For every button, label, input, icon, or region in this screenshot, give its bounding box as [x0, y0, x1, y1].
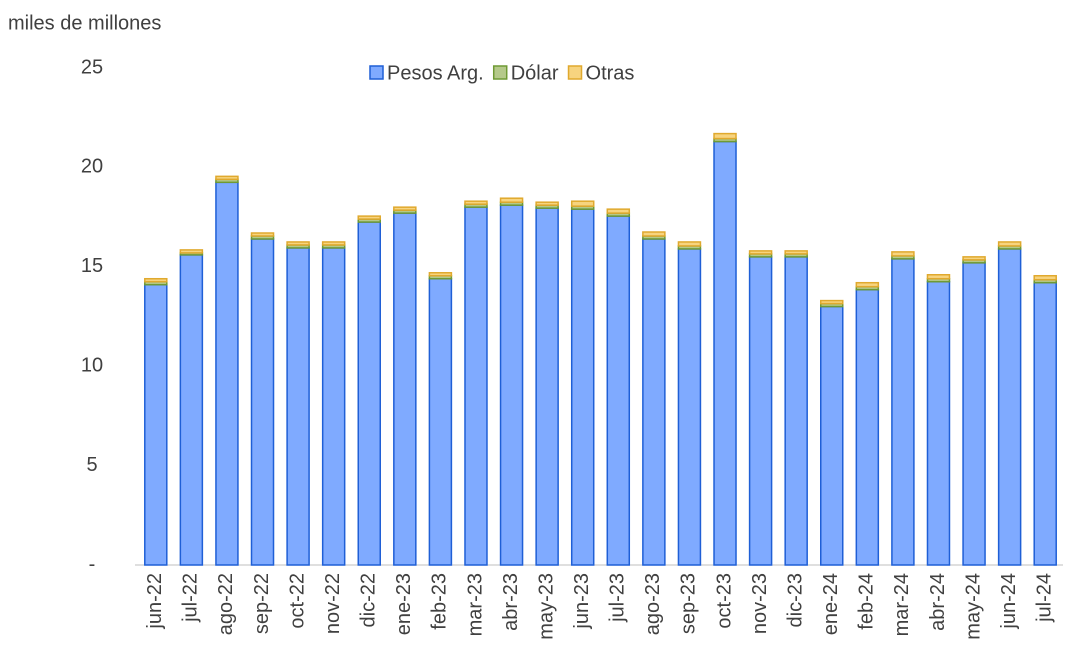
bar-segment	[677, 248, 702, 566]
x-tick-label: jul-22	[180, 573, 202, 623]
bar-segment	[179, 249, 204, 254]
y-tick-label: 5	[86, 454, 97, 476]
x-tick-label: may-23	[535, 573, 557, 640]
y-tick-label: 25	[81, 56, 103, 78]
x-tick-label: nov-22	[322, 573, 344, 634]
bar-segment	[606, 215, 631, 566]
legend-label: Pesos Arg.	[387, 62, 484, 84]
bar-segment	[499, 197, 524, 203]
x-tick-label: ago-23	[642, 573, 664, 635]
bar-segment	[393, 212, 417, 566]
x-tick-label: jun-24	[998, 573, 1020, 630]
x-tick-label: mar-23	[464, 573, 486, 636]
bar-segment	[393, 206, 417, 211]
x-tick-label: ago-22	[215, 573, 237, 635]
y-tick-label: 15	[81, 255, 103, 277]
x-tick-label: sep-22	[251, 573, 273, 634]
x-tick-label: jun-22	[144, 573, 166, 630]
bar-segment	[250, 238, 275, 566]
bar-segment	[357, 221, 381, 566]
bar-segment	[144, 283, 168, 566]
bar-segment	[713, 132, 737, 140]
x-tick-label: jul-23	[607, 573, 629, 623]
y-tick-label: 10	[81, 354, 103, 376]
x-tick-label: dic-23	[784, 573, 806, 627]
bar-segment	[784, 250, 808, 255]
x-tick-label: may-24	[962, 573, 984, 640]
x-tick-label: jul-24	[1033, 573, 1055, 623]
bar-segment	[997, 241, 1022, 247]
bar-segment	[962, 256, 986, 261]
bar-segment	[215, 175, 239, 181]
bar-segment	[926, 274, 951, 280]
bar-segment	[286, 241, 310, 246]
bar-segment	[748, 256, 773, 566]
bar-segment	[997, 248, 1022, 566]
x-tick-label: ene-23	[393, 573, 415, 635]
x-tick-label: mar-24	[891, 573, 913, 636]
bar-segment	[250, 232, 275, 237]
x-tick-label: feb-23	[429, 573, 451, 630]
bar-segment	[642, 238, 666, 566]
bar-segment	[428, 277, 453, 566]
bar-segment	[499, 204, 524, 566]
x-tick-label: oct-23	[713, 573, 735, 629]
x-tick-label: sep-23	[678, 573, 700, 634]
bar-segment	[570, 208, 595, 566]
x-tick-label: abr-24	[927, 573, 949, 631]
bar-segment	[535, 207, 559, 566]
x-tick-label: oct-22	[286, 573, 308, 629]
bar-segment	[428, 272, 453, 277]
y-tick-label: -	[89, 553, 96, 575]
bar-segment	[357, 215, 381, 220]
x-tick-label: dic-22	[358, 573, 380, 627]
y-axis-label: miles de millones	[8, 12, 161, 34]
bar-segment	[926, 280, 951, 566]
bar-segment	[784, 256, 808, 566]
bar-segment	[179, 254, 204, 566]
legend-label: Dólar	[511, 62, 559, 84]
bar-segment	[570, 200, 595, 207]
bar-segment	[855, 288, 880, 566]
bar-segment	[1033, 281, 1057, 566]
bar-segment	[820, 305, 844, 566]
bar-segment	[215, 181, 239, 566]
x-tick-label: nov-23	[749, 573, 771, 634]
bar-segment	[713, 140, 737, 566]
bar-segment	[891, 258, 915, 566]
legend-swatch	[369, 65, 384, 80]
y-tick-label: 20	[81, 156, 103, 178]
bar-segment	[464, 200, 488, 205]
bar-segment	[321, 241, 346, 246]
bar-segment	[286, 247, 310, 566]
legend-label: Otras	[586, 62, 635, 84]
bar-segment	[962, 262, 986, 566]
bar-segment	[464, 206, 488, 566]
bar-segment	[535, 201, 559, 206]
legend-swatch	[492, 65, 508, 80]
x-tick-label: jun-23	[571, 573, 593, 630]
bar-segment	[606, 208, 631, 214]
x-tick-label: ene-24	[820, 573, 842, 635]
legend-swatch	[567, 65, 583, 80]
bar-segment	[820, 299, 844, 305]
bar-segment	[855, 281, 880, 288]
bar-segment	[891, 251, 915, 257]
x-tick-label: feb-24	[856, 573, 878, 630]
bar-segment	[1033, 274, 1057, 281]
bar-segment	[748, 250, 773, 255]
bar-segment	[677, 241, 702, 247]
bar-segment	[642, 231, 666, 237]
x-tick-label: abr-23	[500, 573, 522, 631]
bar-segment	[144, 277, 168, 283]
bar-segment	[321, 247, 346, 566]
